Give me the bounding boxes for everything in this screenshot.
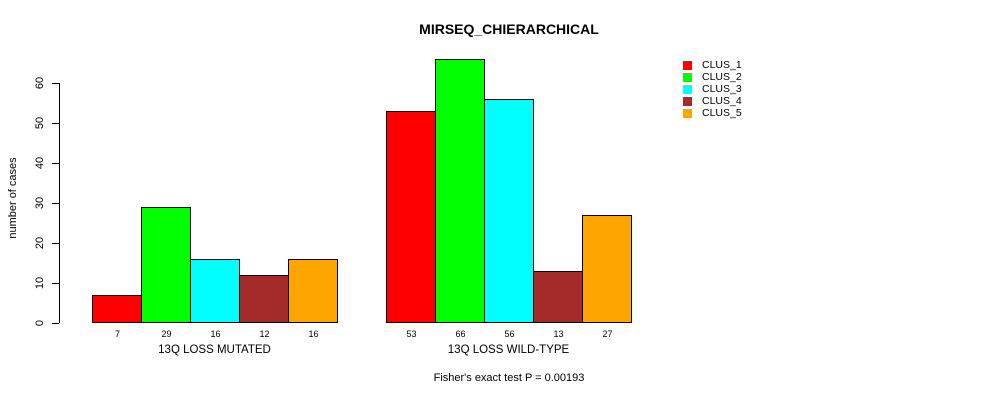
y-axis-label: number of cases [7, 157, 19, 239]
legend-swatch-icon [683, 108, 692, 118]
y-tick-label: 60 [34, 76, 46, 90]
y-tick-label: 0 [34, 319, 46, 327]
fisher-test-annotation: Fisher's exact test P = 0.00193 [433, 372, 585, 384]
legend-item-clus_3: CLUS_3 [683, 83, 742, 95]
bar-clus_5-1 [288, 259, 338, 323]
y-tick-mark [52, 203, 59, 204]
bar-value-label: 53 [406, 329, 417, 339]
bar-value-label: 27 [602, 329, 613, 339]
legend-label: CLUS_3 [702, 83, 742, 95]
bar-value-label: 66 [455, 329, 466, 339]
legend-swatch-icon [683, 84, 692, 94]
bar-clus_3-1 [190, 259, 240, 323]
y-tick-label: 10 [34, 276, 46, 290]
y-tick-mark [52, 323, 59, 324]
legend-label: CLUS_4 [702, 95, 742, 107]
bar-value-label: 12 [259, 329, 270, 339]
y-tick-mark [52, 163, 59, 164]
bar-clus_1-1 [92, 295, 142, 323]
y-tick-label: 50 [34, 116, 46, 130]
bar-clus_4-2 [533, 271, 583, 323]
chart-title: MIRSEQ_CHIERARCHICAL [419, 21, 599, 37]
bar-value-label: 7 [114, 329, 121, 339]
legend-item-clus_1: CLUS_1 [683, 59, 742, 71]
y-tick-mark [52, 123, 59, 124]
legend-swatch-icon [683, 96, 692, 106]
legend-item-clus_2: CLUS_2 [683, 71, 742, 83]
y-tick-mark [52, 283, 59, 284]
y-tick-label: 40 [34, 156, 46, 170]
bar-clus_4-1 [239, 275, 289, 323]
bar-value-label: 16 [210, 329, 221, 339]
bar-value-label: 16 [308, 329, 319, 339]
group-label: 13Q LOSS MUTATED [158, 344, 271, 356]
legend-label: CLUS_1 [702, 59, 742, 71]
bar-clus_2-2 [435, 59, 485, 323]
y-tick-label: 20 [34, 236, 46, 250]
legend-item-clus_5: CLUS_5 [683, 107, 742, 119]
bar-clus_1-2 [386, 111, 436, 323]
bar-clus_5-2 [582, 215, 632, 323]
bar-value-label: 29 [161, 329, 172, 339]
legend-swatch-icon [683, 72, 692, 82]
bar-clus_3-2 [484, 99, 534, 323]
legend-swatch-icon [683, 60, 692, 70]
group-label: 13Q LOSS WILD-TYPE [447, 344, 570, 356]
y-tick-mark [52, 243, 59, 244]
legend-label: CLUS_2 [702, 71, 742, 83]
y-tick-label: 30 [34, 196, 46, 210]
legend-label: CLUS_5 [702, 107, 742, 119]
y-tick-mark [52, 83, 59, 84]
y-axis-line [59, 83, 60, 323]
bar-clus_2-1 [141, 207, 191, 323]
bar-value-label: 56 [504, 329, 515, 339]
legend-item-clus_4: CLUS_4 [683, 95, 742, 107]
bar-value-label: 13 [553, 329, 564, 339]
